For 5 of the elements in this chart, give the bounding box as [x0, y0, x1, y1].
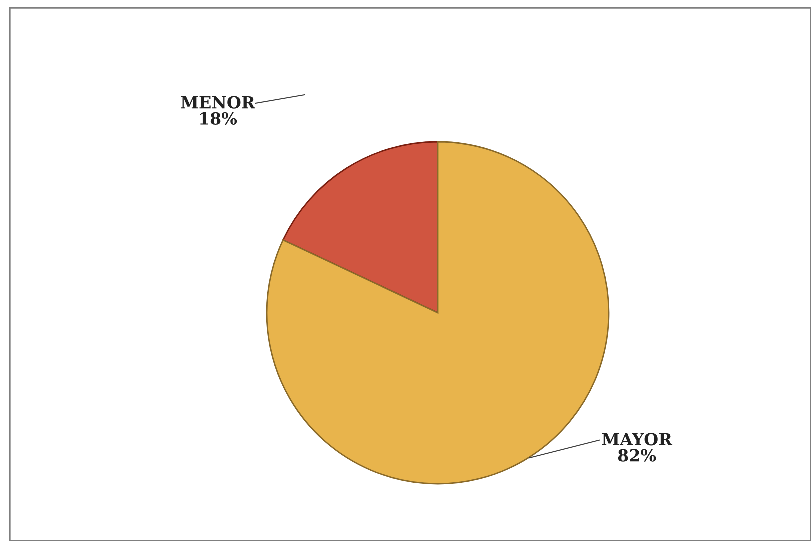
- data-label: 82%: [618, 449, 656, 462]
- data-label: 18%: [200, 112, 238, 125]
- slice-label: MAYOR: [602, 433, 673, 446]
- slice-label: MENOR: [181, 96, 256, 109]
- pie-slice: [282, 141, 439, 314]
